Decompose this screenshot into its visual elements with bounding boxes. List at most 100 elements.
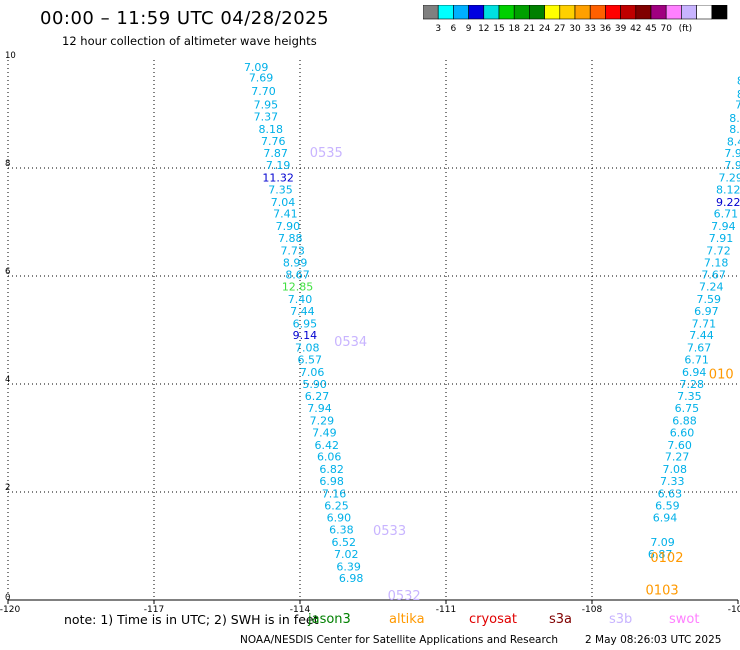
wave-height-value: 7.76: [261, 135, 286, 148]
wave-height-value: 6.88: [672, 415, 697, 428]
wave-height-value: 7.59: [697, 293, 722, 306]
wave-height-value: 8.0: [729, 123, 740, 136]
pass-label: 010: [709, 368, 734, 383]
wave-height-value: 8.99: [283, 256, 308, 269]
satellite-legend-s3b: s3b: [609, 612, 633, 627]
wave-height-value: 8.12: [716, 183, 740, 196]
y-tick-label: 4: [5, 375, 10, 385]
scale-tick-label: 15: [493, 24, 504, 34]
wave-height-value: 6.06: [317, 451, 342, 464]
pass-label: 0535: [310, 146, 343, 161]
wave-height-value: 7.95: [254, 99, 279, 112]
wave-height-value: 7.94: [307, 402, 332, 415]
scale-tick-label: (ft): [679, 24, 693, 34]
wave-height-value: 6.52: [332, 536, 357, 549]
wave-height-value: 9.22: [716, 196, 740, 209]
wave-height-value: 7.69: [249, 72, 274, 85]
wave-height-value: 7.29: [718, 172, 740, 185]
wave-height-value: 6.25: [324, 499, 349, 512]
wave-height-value: 7.06: [300, 366, 325, 379]
wave-height-value: 7.91: [709, 232, 734, 245]
y-tick-label: 2: [5, 483, 10, 493]
wave-height-value: 7.35: [268, 183, 293, 196]
wave-height-value: 7.60: [667, 439, 692, 452]
wave-height-value: 5.90: [302, 378, 327, 391]
wave-height-value: 7.87: [263, 147, 288, 160]
scale-tick-label: 12: [478, 24, 489, 34]
wave-height-value: 11.32: [262, 172, 294, 185]
wave-height-value: 7.35: [677, 390, 702, 403]
wave-height-value: 6.82: [319, 463, 344, 476]
pass-label: 0103: [646, 584, 679, 599]
credit-line: NOAA/NESDIS Center for Satellite Applica…: [240, 634, 558, 646]
wave-height-value: 6.94: [653, 512, 678, 525]
scale-tick-label: 33: [584, 24, 595, 34]
wave-height-value: 8.0: [729, 112, 740, 125]
wave-height-value: 7.37: [254, 110, 279, 123]
wave-height-value: 6.71: [714, 208, 739, 221]
scale-tick-label: 6: [451, 24, 457, 34]
wave-height-value: 6.94: [682, 366, 707, 379]
wave-height-value: 7.02: [334, 548, 359, 561]
pass-label: 0533: [373, 524, 406, 539]
wave-height-value: 7.67: [701, 269, 726, 282]
scale-tick-label: 36: [600, 24, 612, 34]
wave-height-value: 6.87: [648, 548, 673, 561]
wave-height-value: 7.09: [244, 61, 269, 74]
map-subtitle: 12 hour collection of altimeter wave hei…: [62, 34, 317, 48]
satellite-legend-jason3: jason3: [308, 612, 351, 627]
scale-tick-label: 21: [524, 24, 535, 34]
scale-tick-label: 24: [539, 24, 551, 34]
wave-height-value: 7.28: [680, 378, 705, 391]
wave-height-value: 6.95: [293, 317, 318, 330]
wave-height-value: 7.94: [711, 220, 736, 233]
pass-label: 0102: [650, 551, 683, 566]
wave-height-value: 7.: [735, 99, 740, 112]
satellite-legend-altika: altika: [389, 612, 425, 627]
x-tick-label: -114: [290, 605, 311, 612]
scale-tick-label: 27: [554, 24, 565, 34]
wave-height-value: 7.40: [288, 293, 313, 306]
generated-timestamp: 2 May 08:26:03 UTC 2025: [585, 634, 722, 646]
wave-height-value: 8.4: [727, 135, 740, 148]
scale-swatch: [711, 5, 728, 20]
wave-height-value: 6.71: [684, 353, 709, 366]
satellite-legend-cryosat: cryosat: [469, 612, 517, 627]
wave-height-value: 12.85: [282, 281, 314, 294]
scale-tick-label: 18: [508, 24, 520, 34]
wave-height-value: 7.67: [687, 342, 712, 355]
wave-height-value: 7.72: [706, 244, 731, 257]
wave-height-value: 6.98: [339, 572, 364, 585]
wave-height-value: 8.67: [285, 269, 310, 282]
x-tick-label: -120: [0, 605, 20, 612]
y-tick-label: 8: [5, 159, 10, 169]
wave-height-value: 8: [737, 74, 740, 87]
scale-tick-label: 70: [660, 24, 672, 34]
wave-height-value: 7.49: [312, 426, 337, 439]
wave-height-value: 6.27: [305, 390, 330, 403]
wave-height-value: 7.71: [692, 317, 717, 330]
wave-height-value: 7.73: [280, 244, 305, 257]
y-tick-label: 0: [5, 593, 10, 603]
note-text: note: 1) Time is in UTC; 2) SWH is in fe…: [64, 612, 319, 627]
pass-label: 0532: [388, 589, 421, 604]
wave-height-value: 7.19: [266, 159, 291, 172]
wave-height-value: 6.42: [315, 439, 340, 452]
y-tick-label: 6: [5, 267, 10, 277]
wave-height-value: 7.18: [704, 256, 729, 269]
wave-height-value: 7.9: [724, 147, 740, 160]
scale-tick-label: 39: [615, 24, 627, 34]
x-tick-label: -117: [144, 605, 164, 612]
y-tick-label: 10: [5, 51, 16, 61]
wave-height-value: 6.97: [694, 305, 719, 318]
wave-height-value: 7.41: [273, 208, 298, 221]
satellite-legend-swot: swot: [669, 612, 700, 627]
wave-height-value: 7.44: [290, 305, 315, 318]
scale-tick-label: 45: [645, 24, 656, 34]
scale-tick-label: 30: [569, 24, 581, 34]
pass-label: 0534: [334, 335, 367, 350]
wave-height-value: 7.08: [662, 463, 687, 476]
wave-height-value: 6.75: [675, 402, 700, 415]
wave-height-value: 7.08: [295, 342, 320, 355]
x-tick-label: -108: [582, 605, 603, 612]
